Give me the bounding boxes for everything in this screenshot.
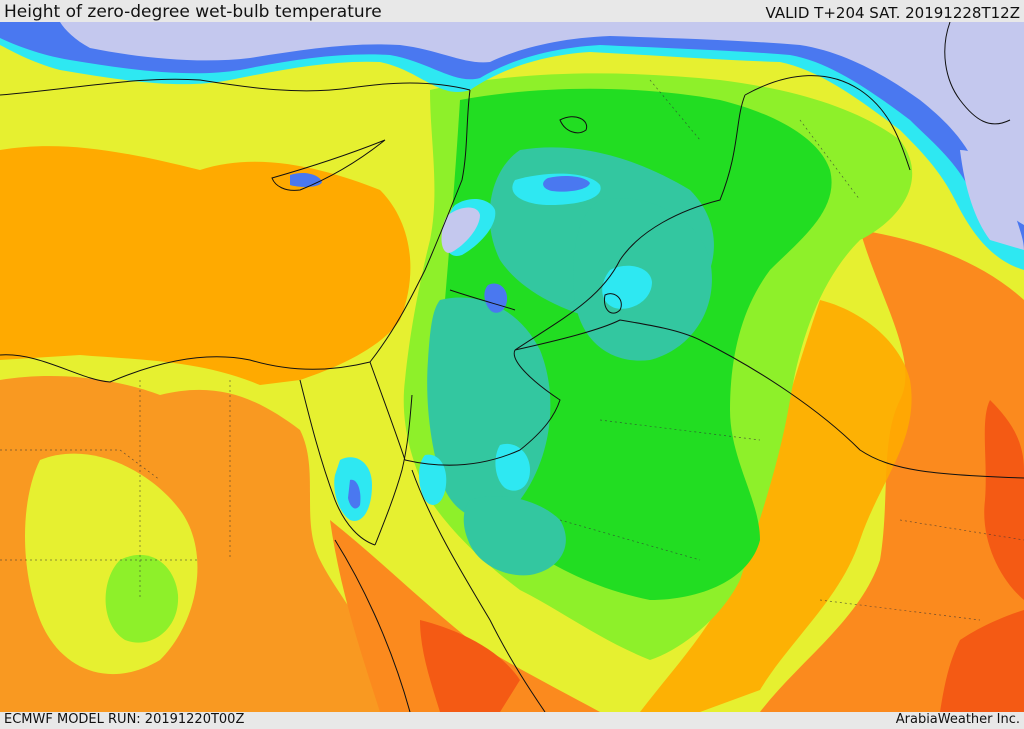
- lake-tharthar: [603, 293, 622, 314]
- border-saudi-iraq: [699, 339, 1024, 479]
- coastline-cyprus: [271, 139, 386, 191]
- header-bar: Height of zero-degree wet-bulb temperatu…: [0, 0, 1024, 22]
- field-cyan-negev: [418, 454, 447, 505]
- coastline-turkey-south: [0, 78, 471, 96]
- field-cyan-jordan: [495, 443, 530, 491]
- coastline-egypt-med: [0, 354, 371, 383]
- field-arabia-orange-light: [640, 300, 912, 712]
- field-southeast-red: [940, 610, 1024, 712]
- border-iran-iraq: [744, 75, 911, 171]
- field-egypt-orange: [0, 146, 411, 385]
- province-lines: [0, 79, 1024, 621]
- coastline-aqaba: [374, 394, 413, 546]
- field-sudan-lime: [105, 554, 179, 643]
- field-redsea-orange: [330, 520, 600, 712]
- border-egypt-israel: [369, 361, 406, 461]
- field-caspian-lavender: [960, 150, 1024, 250]
- footer-bar: ECMWF MODEL RUN: 20191220T00Z ArabiaWeat…: [0, 712, 1024, 729]
- valid-time: VALID T+204 SAT. 20191228T12Z: [765, 4, 1020, 22]
- field-lebanon-lavender: [441, 207, 480, 253]
- lake-van: [559, 116, 588, 134]
- field-blue-syria: [543, 175, 590, 192]
- map-borders: [0, 22, 1024, 712]
- field-cyan-iraq: [602, 265, 652, 309]
- border-syria-iraq: [514, 94, 746, 351]
- coastline-suez: [299, 379, 376, 546]
- field-turkey-lavender: [60, 22, 1024, 225]
- field-blue-sinai: [348, 479, 361, 509]
- coastline-redsea-east: [411, 469, 546, 712]
- map-title: Height of zero-degree wet-bulb temperatu…: [4, 2, 382, 22]
- field-gulf-red: [984, 400, 1024, 600]
- weather-map: [0, 22, 1024, 712]
- coastline-levant: [369, 89, 471, 363]
- field-arabia-orange: [760, 230, 1024, 712]
- model-run: ECMWF MODEL RUN: 20191220T00Z: [4, 712, 245, 727]
- border-syria-jordan: [449, 289, 516, 311]
- coastline-redsea-west: [334, 539, 411, 712]
- border-jordan-iraq: [514, 319, 701, 351]
- caspian-coast: [944, 22, 1011, 125]
- field-redsea-red: [420, 620, 520, 712]
- credit-label: ArabiaWeather Inc.: [895, 712, 1020, 727]
- field-teal-south: [463, 496, 566, 576]
- border-jordan-saudi: [404, 349, 561, 466]
